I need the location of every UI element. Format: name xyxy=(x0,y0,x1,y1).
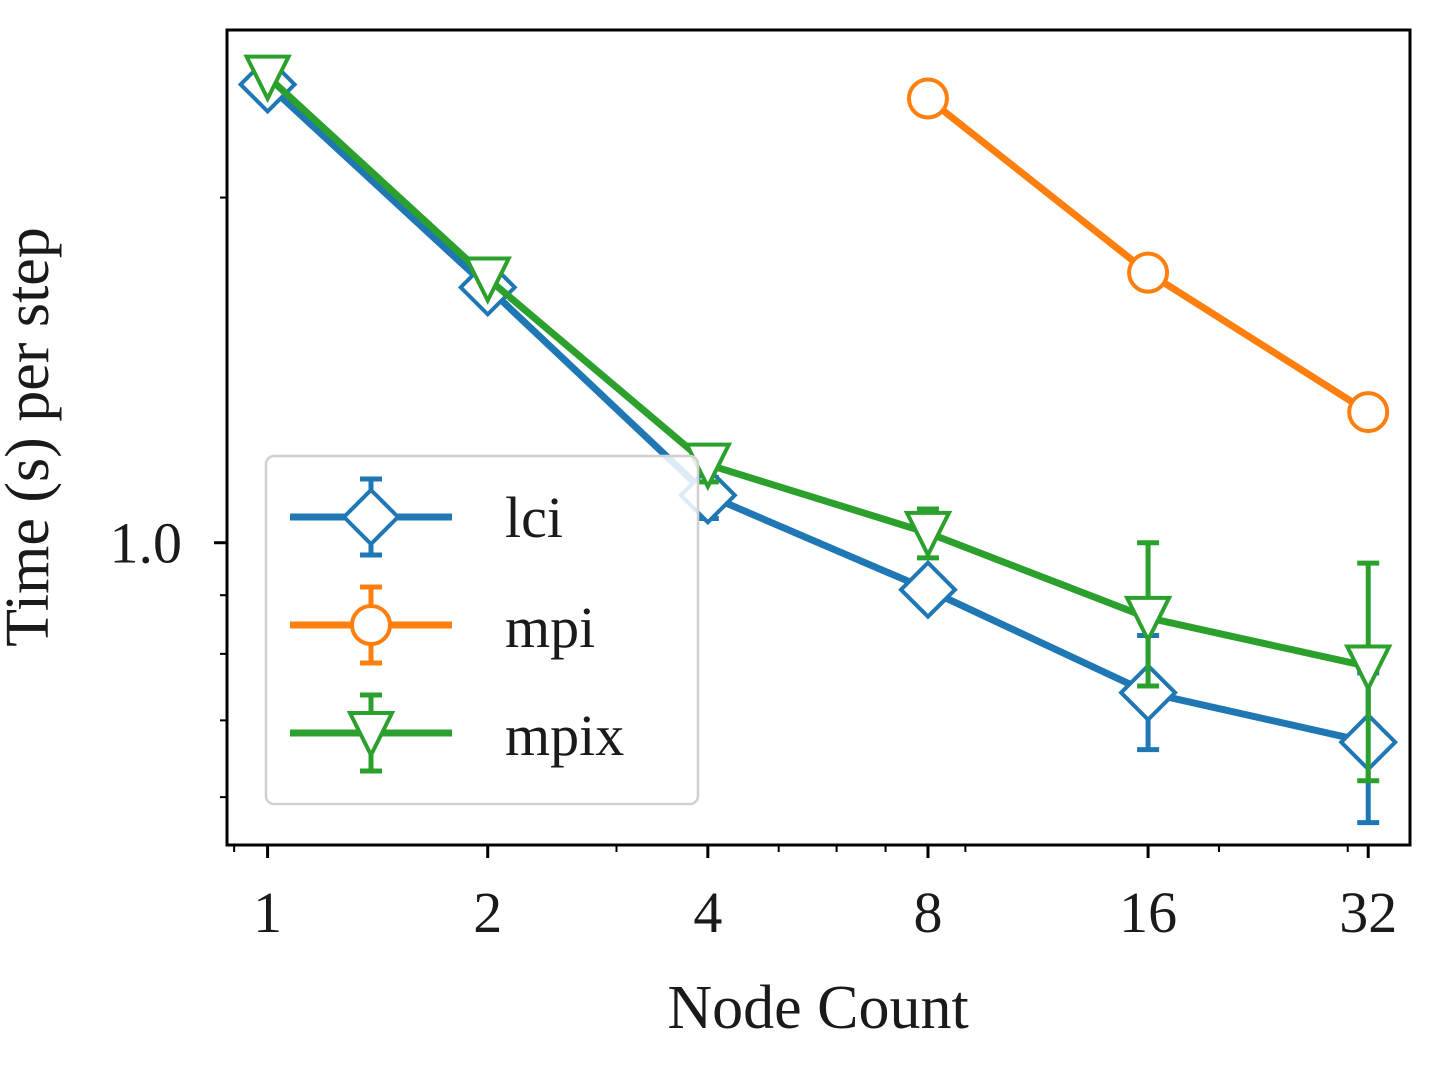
data-point-mpix xyxy=(243,54,292,104)
legend-handle-mpi xyxy=(290,584,452,666)
y-tick-label: 1.0 xyxy=(110,511,183,576)
legend-entries xyxy=(290,476,452,774)
data-point-mpix xyxy=(1343,644,1393,693)
legend-label-mpix: mpix xyxy=(505,703,624,768)
legend-handle-lci xyxy=(290,476,452,558)
series-line-lci xyxy=(265,81,1369,746)
legend: lci mpi mpix xyxy=(264,454,700,806)
x-tick-label: 8 xyxy=(913,880,942,945)
legend-marker-lci xyxy=(341,487,401,547)
x-tick-label: 16 xyxy=(1119,880,1177,945)
legend-box xyxy=(264,454,700,806)
data-point-lci xyxy=(1118,662,1178,723)
x-tick-label: 1 xyxy=(253,880,282,945)
data-point-mpix xyxy=(1123,595,1173,645)
series-layer xyxy=(237,54,1399,826)
plot-frame xyxy=(225,28,1412,847)
legend-label-mpi: mpi xyxy=(505,595,595,660)
data-point-mpix xyxy=(463,256,512,306)
series-mpix xyxy=(243,54,1393,784)
data-point-mpi xyxy=(906,77,949,120)
x-tick-label: 2 xyxy=(473,880,502,945)
data-point-lci xyxy=(898,559,958,620)
legend-marker-mpi xyxy=(350,604,392,646)
legend-label-lci: lci xyxy=(505,485,563,550)
series-mpi xyxy=(906,77,1390,434)
y-axis-label: Time (s) per step xyxy=(0,227,62,647)
series-line-mpix xyxy=(265,73,1369,670)
x-tick-label: 32 xyxy=(1339,880,1397,945)
data-point-mpi xyxy=(1127,251,1170,294)
data-point-mpi xyxy=(1347,391,1390,434)
ticks-layer: 1 2 4 8 16 32 1.0 xyxy=(110,196,1397,945)
legend-handle-mpix xyxy=(290,692,452,774)
data-point-mpix xyxy=(903,510,953,560)
x-axis-label: Node Count xyxy=(667,974,968,1042)
legend-marker-mpix xyxy=(346,711,396,760)
x-tick-label: 4 xyxy=(693,880,722,945)
